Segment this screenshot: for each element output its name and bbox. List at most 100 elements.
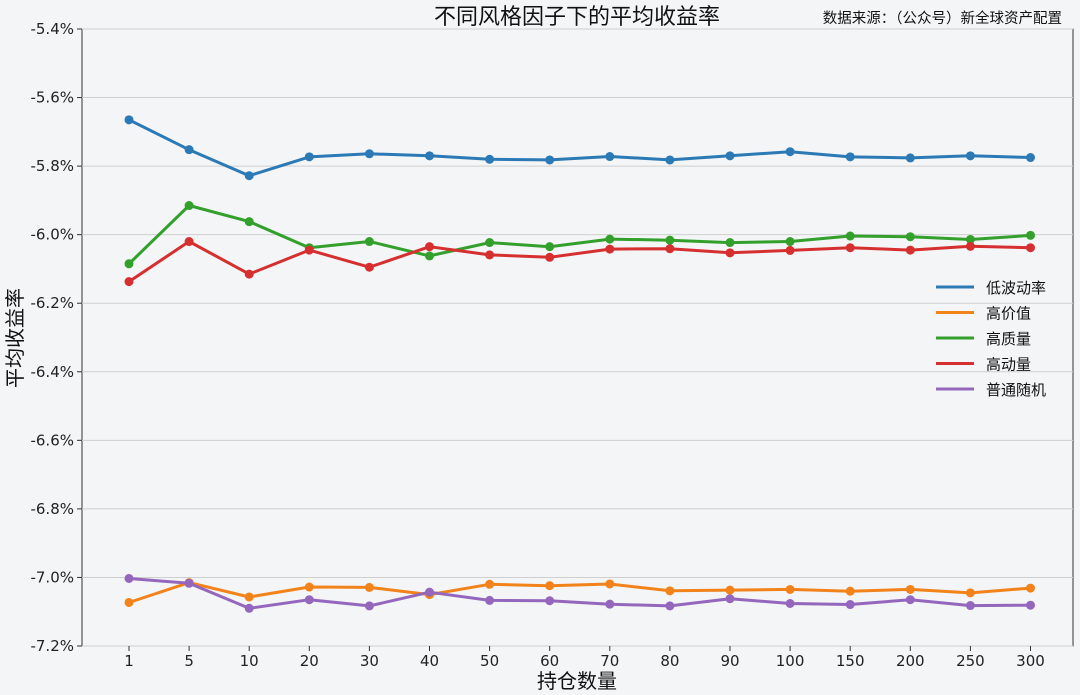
series-line [128,240,1031,283]
x-tick-label: 40 [420,652,439,670]
data-point [665,601,675,611]
data-point [545,242,555,252]
data-point [1026,600,1035,610]
data-point [244,171,254,181]
x-tick-label: 250 [956,652,985,670]
data-point [124,573,134,583]
data-point [244,217,254,227]
data-point [605,579,615,589]
data-point [785,237,795,247]
data-point [485,250,495,260]
x-tick-label: 30 [360,652,379,670]
data-point [364,601,374,611]
data-point [425,587,434,597]
data-point [845,243,855,253]
data-point [725,248,735,258]
data-point [845,152,855,162]
x-tick-label: 200 [896,652,925,670]
data-point [244,269,254,279]
data-point [665,235,675,245]
series-line [128,581,1031,604]
data-point [304,245,314,255]
data-point [425,251,434,261]
data-point [1026,230,1035,240]
x-tick-label: 50 [480,652,499,670]
data-point [485,579,495,589]
y-tick-label: -6.6% [30,431,74,449]
x-tick-label: 100 [776,652,805,670]
data-point [785,245,795,255]
y-axis-label: 平均收益率 [3,288,27,388]
data-point [845,600,855,610]
x-axis-label: 持仓数量 [537,669,617,693]
data-point [364,582,374,592]
data-point [485,595,495,605]
data-point [665,155,675,165]
data-point [124,259,134,269]
series-line [127,204,1031,265]
data-point [605,244,615,254]
data-point [845,586,855,596]
data-point [184,237,194,247]
y-tick-label: -6.2% [30,294,74,312]
data-point [485,238,495,248]
grid-lines [82,28,1073,647]
x-tick-label: 60 [540,652,559,670]
series-3 [124,201,1035,269]
data-point [785,584,795,594]
data-point [965,601,975,611]
data-point [485,154,495,164]
data-point [545,581,555,591]
data-point [965,588,975,598]
data-point [184,578,194,588]
data-point [785,147,795,157]
y-tick-label: -7.2% [30,637,74,655]
data-point [425,151,434,161]
data-point [304,595,314,605]
data-point [905,153,915,163]
data-point [905,584,915,594]
x-tick-label: 20 [300,652,319,670]
data-point [665,244,675,254]
data-point [965,241,975,251]
y-axis-ticks: -5.4% -5.6% -5.8% -6.0% -6.2% -6.4% -6.6% -6.8%… [30,20,82,655]
data-point [725,151,735,161]
data-point [244,603,254,613]
x-tick-label: 1 [124,652,134,670]
legend-label: 高质量 [986,330,1031,348]
series-line [128,577,1031,610]
data-point [905,595,915,605]
y-tick-label: -6.8% [30,500,74,518]
data-point [605,599,615,609]
data-point [965,234,975,244]
series-5 [124,573,1035,613]
x-tick-label: 300 [1016,652,1045,670]
x-tick-label: 90 [720,652,739,670]
legend-label: 普通随机 [986,381,1046,399]
data-source-note: 数据来源：（公众号）新全球资产配置 [823,9,1062,27]
data-point [545,252,555,262]
x-tick-label: 80 [660,652,679,670]
plot-area [81,28,1074,647]
data-point [545,596,555,606]
data-point [845,231,855,241]
data-point [605,152,615,162]
data-point [725,238,735,248]
data-point [545,155,555,165]
series-lines [124,115,1035,613]
data-point [184,201,194,211]
data-point [725,585,735,595]
data-point [1026,243,1035,253]
data-point [725,594,735,604]
data-point [124,597,134,607]
data-point [665,586,675,596]
x-tick-label: 70 [600,652,619,670]
data-point [905,245,915,255]
y-tick-label: -6.0% [30,226,74,244]
data-point [364,149,374,159]
y-tick-label: -7.0% [30,568,74,586]
legend-label: 高价值 [986,305,1031,323]
data-point [1026,153,1035,163]
